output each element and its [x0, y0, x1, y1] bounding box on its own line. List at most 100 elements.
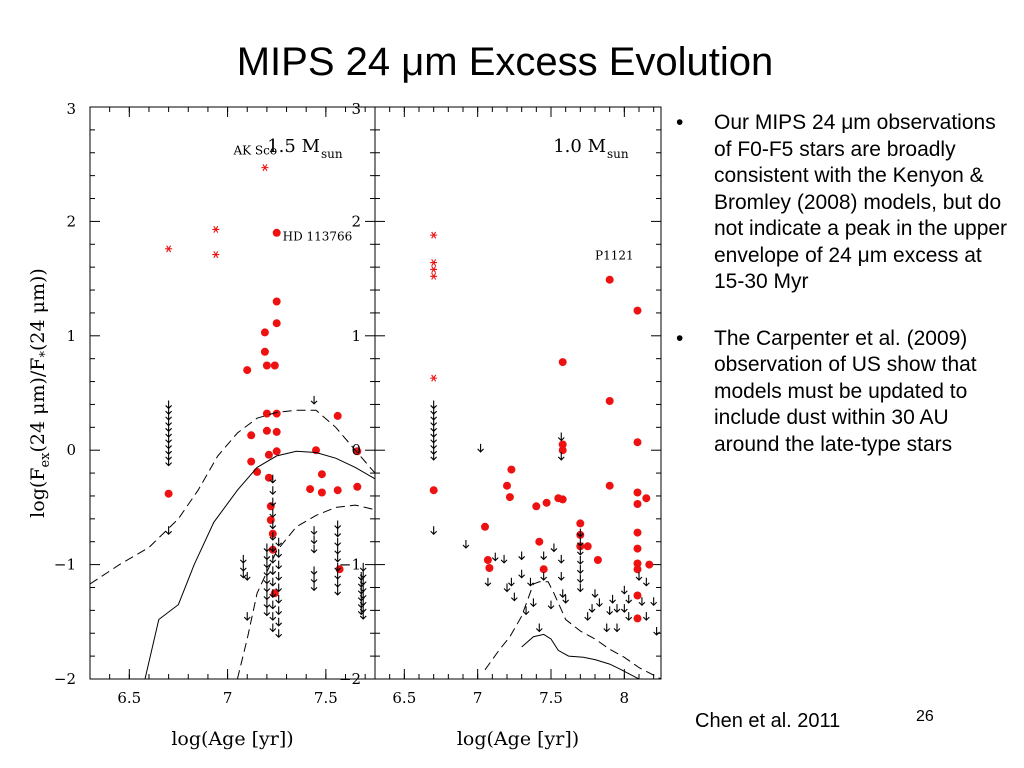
p1-upper-limit-arrow: [431, 652, 437, 660]
p2-upper-limit-arrow: [591, 589, 599, 598]
p1-plot-frame: [89, 106, 376, 680]
p2-asterisk-point: [430, 259, 438, 267]
p1-detection-point: [416, 543, 424, 551]
p1-upper-limit-arrow: [275, 537, 283, 547]
bullet-item: • The Carpenter et al. (2009) observation…: [676, 326, 1010, 459]
p2-ytick-label: 0: [351, 441, 361, 459]
p1-upper-limit-arrow: [275, 572, 283, 581]
p2-upper-limit-arrow: [576, 556, 584, 565]
p1-detection-point: [262, 361, 271, 370]
yaxis-label-part: *: [38, 351, 53, 358]
p1-upper-limit-arrow: [269, 554, 277, 564]
p1-detection-point: [317, 470, 326, 479]
p2-upper-limit-arrow: [650, 597, 658, 606]
p1-upper-limit-arrow: [419, 593, 425, 601]
p1-detection-point: [353, 482, 362, 491]
p1-xtick-label: 7: [223, 689, 233, 707]
p1-upper-limit-arrow: [310, 535, 318, 545]
bullet-item: • Our MIPS 24 μm observations of F0-F5 st…: [676, 110, 1010, 296]
p1-upper-limit-arrow: [310, 544, 318, 554]
p1-upper-limit-arrow: [413, 593, 419, 601]
p1-upper-limit-arrow: [275, 560, 283, 570]
p2-upper-limit-arrow: [503, 583, 511, 593]
p2-detection-point: [483, 556, 492, 564]
p1-upper-limit-arrow: [334, 528, 342, 538]
p1-detection-point: [262, 409, 271, 418]
p1-upper-limit-arrow: [239, 562, 247, 572]
p1-upper-limit-arrow: [334, 545, 342, 555]
p1-upper-limit-arrow: [263, 591, 271, 601]
p2-detection-point: [605, 481, 614, 490]
p1-panel-label: 1.5 M: [267, 136, 320, 157]
p1-asterisk-point: [212, 251, 220, 259]
p1-upper-limit-arrow: [275, 629, 283, 639]
p1-detection-point: [264, 450, 273, 459]
p2-detection-point: [633, 559, 642, 568]
p2-upper-limit-arrow: [576, 583, 584, 593]
p1-xaxis-label: log(Age [yr]): [171, 728, 293, 750]
p2-upper-limit-arrow: [576, 537, 584, 547]
p1-xtick-label: 6.5: [117, 689, 141, 707]
p2-upper-limit-arrow: [609, 594, 616, 604]
p2-upper-limit-arrow: [576, 574, 584, 584]
p2-annotation: P1121: [595, 249, 634, 263]
p1-detection-point: [333, 411, 342, 420]
p1-detection-point: [272, 319, 281, 328]
p2-upper-limit-arrow: [642, 577, 650, 587]
p2-upper-limit-arrow: [518, 551, 526, 561]
yaxis-label-part: log(F: [27, 468, 49, 518]
p1-detection-point: [264, 473, 273, 482]
p2-upper-limit-arrow: [430, 451, 438, 461]
p2-upper-limit-arrow: [642, 612, 650, 621]
p2-upper-limit-arrow: [620, 585, 628, 595]
p2-upper-limit-arrow: [547, 600, 555, 610]
p1-detection-point: [272, 297, 281, 306]
bullet-dot-icon: •: [676, 326, 684, 350]
p1-upper-limit-arrow: [269, 600, 277, 610]
p1-upper-limit-arrow: [359, 610, 367, 620]
p1-upper-limit-arrow: [263, 599, 271, 609]
p2-detection-point: [535, 537, 544, 546]
p2-detection-point: [633, 438, 642, 447]
p2-detection-point: [605, 275, 614, 284]
p1-upper-limit-arrow: [263, 567, 271, 577]
p1-upper-limit-arrow: [269, 509, 277, 518]
p1-detection-point: [272, 427, 281, 436]
p2-upper-limit-arrow: [527, 577, 534, 587]
p1-detection-point: [272, 409, 281, 418]
slide-title: MIPS 24 μm Excess Evolution: [236, 40, 774, 84]
p2-asterisk-point: [430, 272, 438, 280]
p1-upper-limit-arrow: [334, 520, 342, 530]
p2-upper-limit-arrow: [576, 565, 584, 574]
p1-detection-point: [416, 395, 424, 403]
p2-upper-limit-arrow: [540, 551, 548, 561]
yaxis-label-part: ex: [38, 452, 53, 468]
p1-ytick-label: −1: [54, 556, 76, 574]
p2-upper-limit-arrow: [562, 594, 570, 604]
p2-upper-limit-arrow: [596, 598, 603, 608]
p2-upper-limit-arrow: [635, 572, 643, 581]
p2-detection-point: [642, 494, 651, 503]
p1-upper-limit-arrow: [419, 632, 425, 640]
p1-ytick-label: 1: [66, 327, 76, 345]
p1-upper-limit-arrow: [263, 575, 271, 585]
p1-upper-limit-arrow: [269, 474, 277, 484]
p2-detection-point: [633, 614, 642, 623]
p1-detection-point: [266, 516, 275, 524]
p2-detection-point: [576, 519, 585, 528]
p1-upper-limit-arrow: [419, 650, 425, 658]
p1-upper-limit-arrow: [263, 559, 271, 569]
p2-upper-limit-arrow: [500, 554, 508, 564]
p2-upper-limit-arrow: [462, 540, 470, 549]
p1-upper-limit-arrow: [275, 617, 283, 627]
p1-annotation: HD 113766: [283, 229, 353, 243]
p1-detection-point: [272, 447, 281, 456]
p2-upper-limit-arrow: [625, 612, 633, 621]
p1-upper-limit-arrow: [275, 549, 283, 558]
p1-upper-limit-arrow: [269, 520, 277, 530]
p2-detection-point: [507, 465, 516, 474]
p1-upper-limit-arrow: [165, 526, 173, 536]
